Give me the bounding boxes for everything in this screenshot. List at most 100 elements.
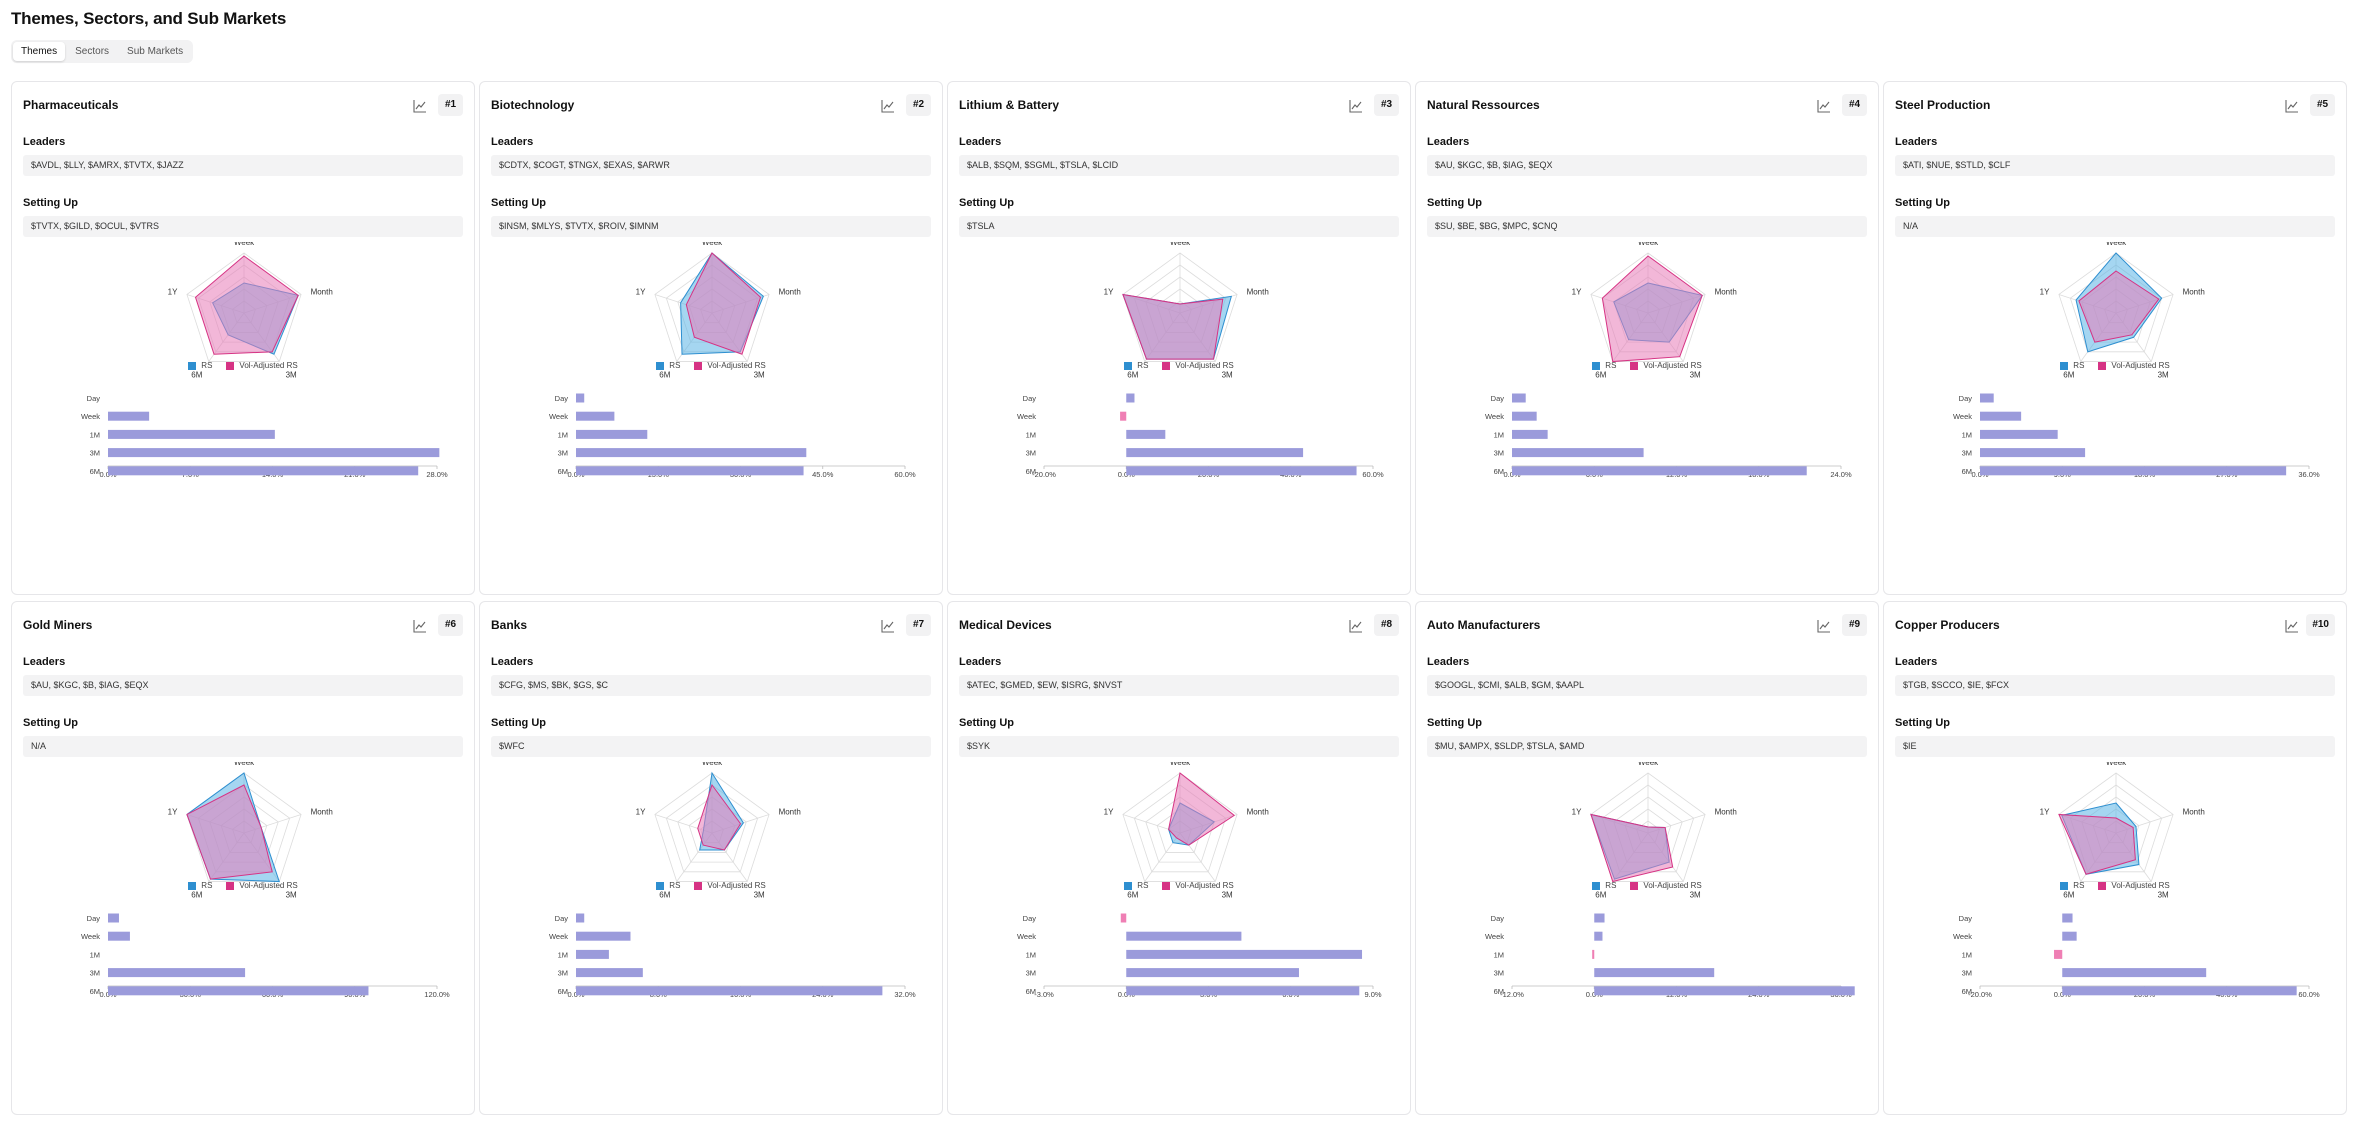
legend-swatch	[188, 361, 197, 370]
line-chart-icon[interactable]	[412, 98, 428, 114]
legend-label: Vol-Adjusted RS	[707, 881, 766, 890]
legend-label: RS	[201, 881, 213, 890]
bar-3m[interactable]	[1512, 448, 1644, 458]
bar-6m[interactable]	[1980, 466, 2287, 476]
legend-item-vol-adjusted-rs[interactable]: Vol-Adjusted RS	[694, 881, 766, 890]
legend-item-rs[interactable]: RS	[188, 881, 212, 890]
legend-item-vol-adjusted-rs[interactable]: Vol-Adjusted RS	[1630, 361, 1702, 370]
bar-3m[interactable]	[108, 968, 246, 978]
bar-week[interactable]	[2062, 931, 2077, 941]
line-chart-icon[interactable]	[2284, 98, 2300, 114]
bar-day[interactable]	[1512, 393, 1526, 403]
bar-3m[interactable]	[108, 448, 440, 458]
bar-day[interactable]	[108, 913, 119, 923]
bar-week[interactable]	[576, 411, 615, 421]
bar-day[interactable]	[576, 913, 585, 923]
legend-item-rs[interactable]: RS	[656, 361, 680, 370]
radar-axis-label: 3M	[1690, 891, 1701, 900]
bar-6m[interactable]	[108, 986, 369, 996]
legend-item-rs[interactable]: RS	[2060, 361, 2084, 370]
bar-week[interactable]	[1980, 411, 2022, 421]
bar-1m[interactable]	[1126, 429, 1166, 439]
legend-item-rs[interactable]: RS	[188, 361, 212, 370]
bar-day[interactable]	[576, 393, 585, 403]
legend-item-vol-adjusted-rs[interactable]: Vol-Adjusted RS	[2098, 881, 2170, 890]
card-header: Pharmaceuticals #1	[23, 94, 463, 118]
bar-6m[interactable]	[1594, 986, 1855, 996]
legend-item-vol-adjusted-rs[interactable]: Vol-Adjusted RS	[1630, 881, 1702, 890]
tab-themes[interactable]: Themes	[13, 42, 66, 61]
bar-1m[interactable]	[1980, 429, 2058, 439]
bar-week[interactable]	[1120, 411, 1127, 421]
bar-6m[interactable]	[576, 986, 883, 996]
legend-item-rs[interactable]: RS	[2060, 881, 2084, 890]
legend-item-rs[interactable]: RS	[1124, 361, 1148, 370]
legend-item-vol-adjusted-rs[interactable]: Vol-Adjusted RS	[1162, 881, 1234, 890]
bar-week[interactable]	[1594, 931, 1603, 941]
bar-3m[interactable]	[2062, 968, 2207, 978]
bar-6m[interactable]	[2062, 986, 2297, 996]
bar-1m[interactable]	[1592, 949, 1595, 959]
bar-week[interactable]	[108, 931, 130, 941]
line-chart-icon[interactable]	[1816, 98, 1832, 114]
legend-item-vol-adjusted-rs[interactable]: Vol-Adjusted RS	[226, 881, 298, 890]
bar-6m[interactable]	[576, 466, 804, 476]
line-chart-icon[interactable]	[1816, 618, 1832, 634]
bar-category-label: 1M	[90, 950, 100, 959]
bar-category-label: Day	[1959, 394, 1973, 403]
bar-6m[interactable]	[108, 466, 419, 476]
legend-item-rs[interactable]: RS	[1124, 881, 1148, 890]
bar-week[interactable]	[1512, 411, 1537, 421]
tab-sectors[interactable]: Sectors	[75, 46, 110, 57]
radar-axis-label: 3M	[286, 891, 297, 900]
setting-up-value: $INSM, $MLYS, $TVTX, $ROIV, $IMNM	[491, 216, 931, 237]
bar-3m[interactable]	[1980, 448, 2086, 458]
line-chart-icon[interactable]	[2284, 618, 2300, 634]
legend-item-rs[interactable]: RS	[1592, 881, 1616, 890]
theme-card: Banks #7 Leaders $CFG, $MS, $BK, $GS, $C Set…	[479, 601, 943, 1115]
bar-1m[interactable]	[576, 949, 609, 959]
radar-axis-label: Week	[702, 762, 723, 767]
bar-category-label: 6M	[1494, 467, 1504, 476]
radar-chart: Week Month 3M 6M 1Y	[168, 762, 333, 900]
bar-1m[interactable]	[1126, 949, 1363, 959]
bar-1m[interactable]	[576, 429, 648, 439]
line-chart-icon[interactable]	[880, 618, 896, 634]
bar-1m[interactable]	[2054, 949, 2063, 959]
bar-1m[interactable]	[108, 429, 275, 439]
legend-item-vol-adjusted-rs[interactable]: Vol-Adjusted RS	[694, 361, 766, 370]
bar-3m[interactable]	[1594, 968, 1715, 978]
theme-card: Natural Ressources #4 Leaders $AU, $KGC, $B…	[1415, 81, 1879, 595]
legend-item-vol-adjusted-rs[interactable]: Vol-Adjusted RS	[226, 361, 298, 370]
radar-axis-label: 1Y	[636, 807, 646, 816]
bar-3m[interactable]	[1126, 968, 1299, 978]
legend-item-rs[interactable]: RS	[1592, 361, 1616, 370]
bar-6m[interactable]	[1126, 466, 1357, 476]
bar-6m[interactable]	[1126, 986, 1360, 996]
radar-series-vol-adjusted-rs	[2058, 813, 2136, 875]
bar-3m[interactable]	[1126, 448, 1304, 458]
line-chart-icon[interactable]	[1348, 618, 1364, 634]
line-chart-icon[interactable]	[1348, 98, 1364, 114]
bar-1m[interactable]	[1512, 429, 1548, 439]
bar-day[interactable]	[1594, 913, 1605, 923]
bar-week[interactable]	[576, 931, 631, 941]
bar-x-tick-label: 24.0%	[1830, 470, 1852, 479]
bar-day[interactable]	[1126, 393, 1135, 403]
tab-sub-markets[interactable]: Sub Markets	[127, 46, 184, 57]
radar-series-vol-adjusted-rs	[697, 783, 742, 851]
bar-6m[interactable]	[1512, 466, 1807, 476]
bar-day[interactable]	[2062, 913, 2073, 923]
bar-3m[interactable]	[576, 448, 807, 458]
bar-day[interactable]	[1120, 913, 1127, 923]
line-chart-icon[interactable]	[412, 618, 428, 634]
line-chart-icon[interactable]	[880, 98, 896, 114]
legend-item-vol-adjusted-rs[interactable]: Vol-Adjusted RS	[2098, 361, 2170, 370]
bar-week[interactable]	[1126, 931, 1242, 941]
legend-item-vol-adjusted-rs[interactable]: Vol-Adjusted RS	[1162, 361, 1234, 370]
legend-item-rs[interactable]: RS	[656, 881, 680, 890]
bar-day[interactable]	[1980, 393, 1994, 403]
bar-3m[interactable]	[576, 968, 643, 978]
setting-up-label: Setting Up	[959, 197, 1014, 209]
bar-week[interactable]	[108, 411, 150, 421]
